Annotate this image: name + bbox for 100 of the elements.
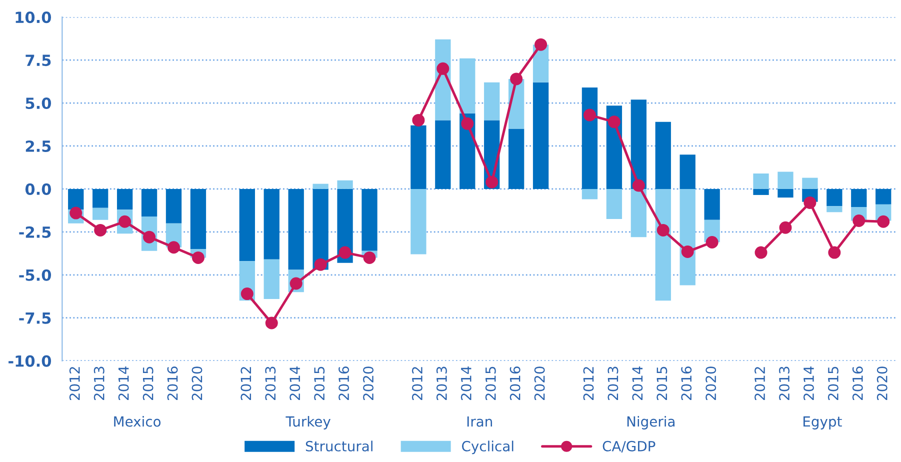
bar: [655, 188, 671, 301]
point: [510, 72, 523, 86]
bar: [337, 180, 353, 189]
bar: [484, 82, 500, 120]
bar: [435, 120, 451, 189]
bar: [876, 188, 892, 204]
point: [314, 258, 327, 271]
bar: [264, 188, 280, 260]
x-tick-label: 2020: [876, 366, 888, 400]
y-tick-label: 5.0: [26, 97, 52, 110]
bar: [166, 188, 182, 224]
y-tick-label: 0.0: [25, 183, 52, 195]
point: [828, 246, 841, 259]
bar: [141, 188, 158, 216]
x-tick-label: 2012: [583, 367, 594, 400]
y-tick-label: -7.5: [19, 312, 51, 324]
x-tick-label: 2016: [852, 366, 863, 400]
text: Nigeria: [627, 416, 674, 430]
x-tick-label: 2016: [681, 366, 692, 400]
x-tick-label: 2020: [706, 366, 716, 400]
x-tick-label: 2012: [240, 367, 252, 400]
point: [656, 224, 670, 236]
bar: [264, 259, 280, 299]
bar: [362, 188, 378, 251]
bar: [826, 206, 842, 212]
x-tick-label: 2020: [534, 366, 545, 400]
y-tick-label: -10.0: [8, 355, 52, 367]
bar: [753, 173, 769, 189]
x-tick-label: 2014: [118, 366, 129, 400]
x-tick-label: 2015: [485, 366, 496, 400]
text: Turkey: [286, 416, 331, 430]
bar: [680, 154, 696, 189]
point: [265, 316, 278, 330]
point: [240, 288, 254, 300]
bar: [582, 88, 598, 189]
x-tick-label: 2015: [828, 366, 838, 400]
bar: [826, 188, 842, 206]
bar: [68, 188, 84, 210]
bar: [851, 188, 867, 208]
bar: [92, 188, 108, 208]
text: Iran: [467, 416, 492, 427]
x-tick-label: 2013: [779, 366, 790, 400]
point: [852, 214, 866, 228]
legend-label: Structural: [306, 440, 372, 452]
bar: [288, 188, 304, 270]
point: [877, 215, 890, 228]
x-tick-label: 2013: [94, 366, 104, 400]
point: [436, 62, 450, 75]
y-tick-label: 7.5: [26, 54, 51, 66]
text: Egypt: [804, 416, 842, 430]
point: [632, 179, 645, 192]
x-tick-label: 2020: [363, 366, 374, 400]
bar: [753, 188, 769, 195]
bar: [680, 188, 696, 286]
point: [779, 221, 792, 234]
bar: [778, 188, 794, 198]
legend-label: CA/GDP: [602, 440, 656, 453]
point: [412, 114, 425, 126]
x-tick-label: 2015: [142, 366, 154, 400]
x-tick-label: 2015: [314, 366, 325, 400]
x-tick-label: 2014: [290, 366, 300, 400]
x-tick-label: 2014: [632, 366, 643, 400]
bar: [116, 188, 133, 210]
bar: [410, 188, 426, 254]
x-tick-label: 2013: [608, 366, 618, 400]
x-tick-label: 2020: [192, 366, 202, 400]
x-tick-label: 2013: [265, 366, 276, 400]
bar: [630, 188, 646, 238]
x-tick-label: 2012: [412, 367, 422, 400]
x-tick-label: 2016: [338, 366, 350, 400]
bar: [582, 188, 598, 200]
x-tick-label: 2016: [167, 366, 178, 400]
bar: [92, 208, 108, 220]
y-tick-label: -2.5: [19, 226, 51, 238]
text: Mexico: [114, 416, 161, 427]
legend-label: Cyclical: [462, 440, 514, 454]
y-tick-label: 10.0: [16, 12, 52, 24]
bar: [655, 122, 671, 189]
bar: [508, 128, 524, 189]
point: [583, 108, 596, 122]
x-tick-label: 2012: [69, 367, 80, 400]
point: [754, 246, 768, 259]
x-tick-label: 2014: [803, 366, 814, 400]
point: [608, 116, 620, 128]
point: [363, 251, 376, 264]
point: [70, 206, 82, 220]
bar: [410, 125, 426, 189]
bar: [312, 184, 328, 189]
point: [804, 196, 816, 209]
point: [168, 241, 180, 254]
point: [706, 236, 718, 248]
bar: [460, 58, 476, 114]
point: [192, 251, 204, 264]
bar: [239, 188, 255, 262]
point: [461, 117, 474, 130]
bar: [606, 188, 622, 220]
bar: [532, 82, 549, 189]
point: [534, 38, 548, 51]
x-tick-label: 2013: [436, 366, 447, 400]
x-tick-label: 2012: [754, 367, 766, 400]
